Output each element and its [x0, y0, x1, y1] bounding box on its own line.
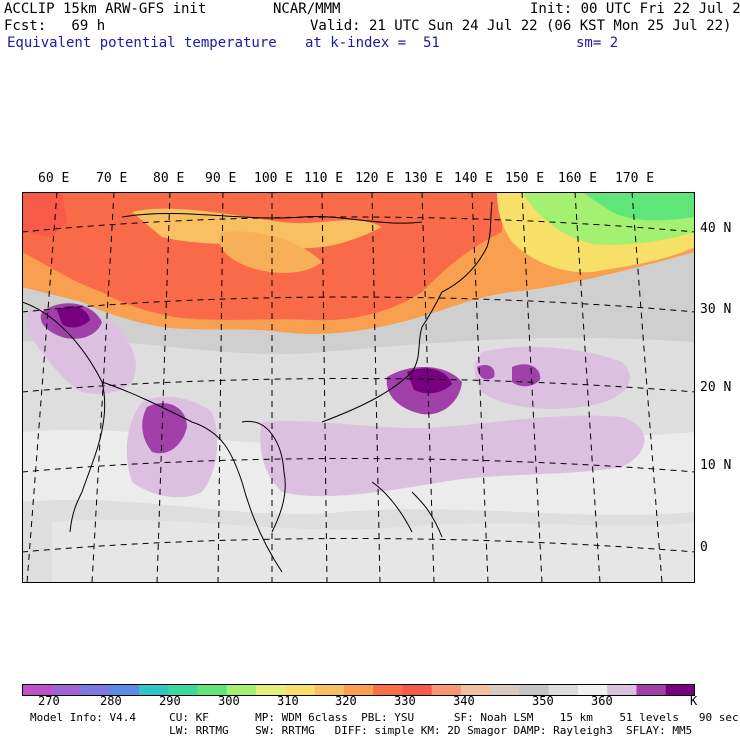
- init-time: Init: 00 UTC Fri 22 Jul 22: [530, 1, 740, 17]
- model-info-line1: Model Info: V4.4 CU: KF MP: WDM 6class P…: [30, 711, 739, 724]
- lon-label: 150 E: [505, 171, 545, 186]
- colorbar-swatch: [373, 684, 403, 696]
- lat-label: 0: [700, 540, 708, 555]
- colorbar-swatch: [80, 684, 111, 696]
- colorbar: [22, 681, 696, 696]
- colorbar-swatch: [577, 684, 608, 696]
- lat-label: 30 N: [700, 302, 732, 317]
- colorbar-swatch: [22, 684, 52, 696]
- forecast-hour: Fcst: 69 h: [4, 18, 106, 34]
- colorbar-tick: 350: [532, 694, 554, 708]
- colorbar-swatch: [109, 684, 140, 696]
- colorbar-swatch: [256, 684, 286, 696]
- colorbar-swatch: [51, 684, 82, 696]
- lon-label: 140 E: [454, 171, 494, 186]
- theta-e-field: [22, 192, 695, 583]
- colorbar-swatch: [665, 684, 696, 696]
- colorbar-swatch: [607, 684, 637, 696]
- lon-label: 80 E: [153, 171, 185, 186]
- colorbar-swatch: [519, 684, 550, 696]
- colorbar-tick: 300: [218, 694, 240, 708]
- lat-label: 10 N: [700, 458, 732, 473]
- lon-label: 170 E: [615, 171, 655, 186]
- colorbar-swatch: [139, 684, 169, 696]
- colorbar-swatch: [285, 684, 316, 696]
- lon-label: 70 E: [96, 171, 128, 186]
- lon-label: 100 E: [254, 171, 294, 186]
- smoothing-value: sm= 2: [576, 35, 619, 51]
- lon-label: 130 E: [404, 171, 444, 186]
- colorbar-swatch: [490, 684, 520, 696]
- lon-label: 90 E: [205, 171, 237, 186]
- colorbar-swatch: [226, 684, 257, 696]
- colorbar-swatch: [402, 684, 433, 696]
- colorbar-tick: 340: [453, 694, 475, 708]
- model-title: ACCLIP 15km ARW-GFS init: [4, 1, 207, 17]
- lon-label: 110 E: [304, 171, 344, 186]
- organization-label: NCAR/MMM: [273, 1, 341, 17]
- lat-label: 40 N: [700, 221, 732, 236]
- lon-label: 60 E: [38, 171, 70, 186]
- colorbar-swatch: [343, 684, 374, 696]
- field-name: Equivalent potential temperature: [7, 35, 277, 51]
- colorbar-swatch: [314, 684, 345, 696]
- colorbar-swatch: [431, 684, 462, 696]
- colorbar-swatch: [636, 684, 667, 696]
- level-index: at k-index = 51: [305, 35, 440, 51]
- valid-time: Valid: 21 UTC Sun 24 Jul 22 (06 KST Mon …: [310, 18, 732, 34]
- map-panel: [22, 192, 695, 583]
- colorbar-swatch: [197, 684, 228, 696]
- colorbar-tick: 320: [335, 694, 357, 708]
- colorbar-tick: 280: [100, 694, 122, 708]
- lon-label: 160 E: [558, 171, 598, 186]
- colorbar-swatches: [22, 684, 696, 696]
- colorbar-swatch: [548, 684, 579, 696]
- colorbar-border: [22, 684, 695, 696]
- colorbar-tick: 290: [159, 694, 181, 708]
- lon-label: 120 E: [355, 171, 395, 186]
- colorbar-tick: 330: [394, 694, 416, 708]
- colorbar-swatch: [460, 684, 491, 696]
- colorbar-swatch: [168, 684, 199, 696]
- colorbar-tick: 270: [38, 694, 60, 708]
- lat-label: 20 N: [700, 380, 732, 395]
- model-info-line2: LW: RRTMG SW: RRTMG DIFF: simple KM: 2D …: [30, 724, 693, 737]
- colorbar-tick: 360: [591, 694, 613, 708]
- colorbar-tick: 310: [277, 694, 299, 708]
- colorbar-unit: K: [690, 694, 698, 708]
